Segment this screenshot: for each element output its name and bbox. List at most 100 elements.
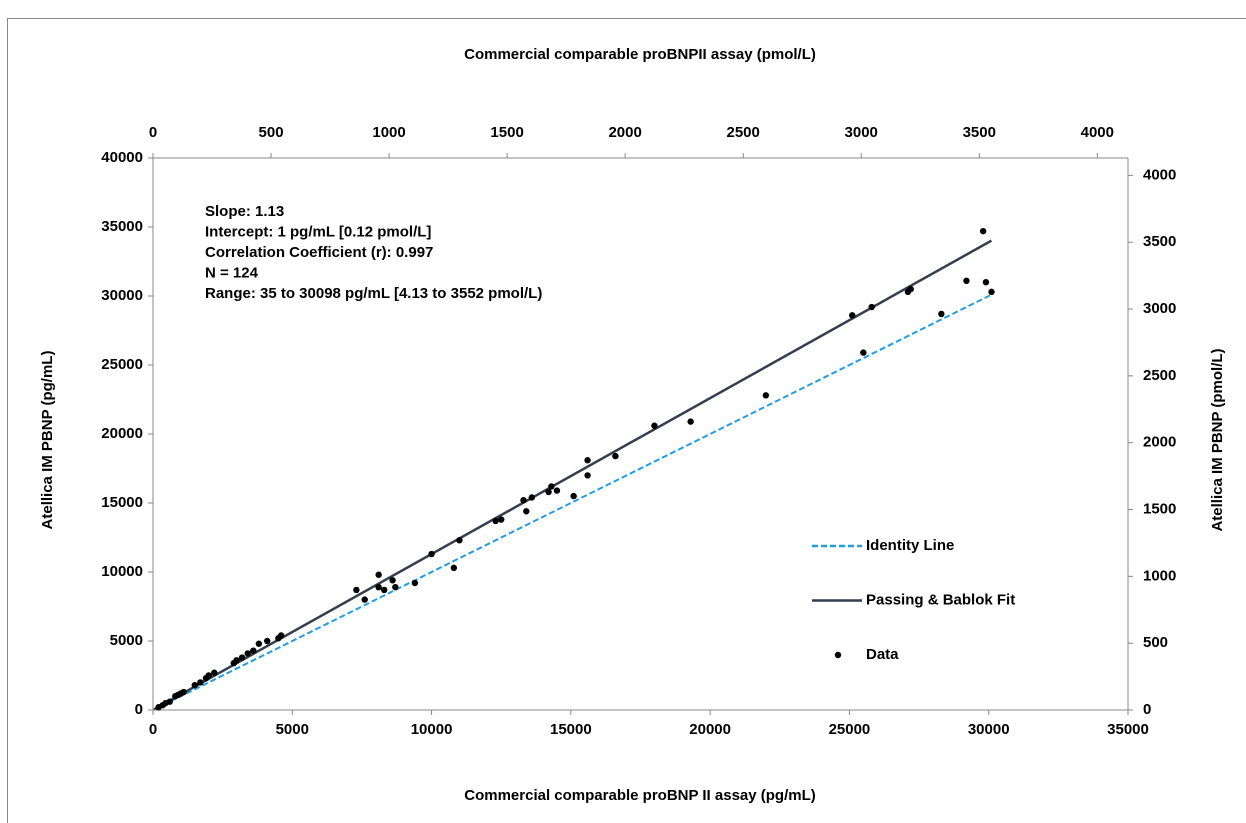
y2-tick-label: 4000 — [1143, 166, 1176, 183]
y2-tick-label: 1500 — [1143, 500, 1176, 517]
data-point — [233, 657, 240, 664]
annotation: Intercept: 1 pg/mL [0.12 pmol/L] — [205, 223, 431, 240]
data-point — [523, 508, 530, 515]
x-tick-label: 15000 — [550, 721, 592, 738]
x2-tick-label: 2500 — [727, 124, 760, 141]
data-point — [982, 279, 990, 286]
data-point — [938, 310, 945, 318]
y2-tick-label: 2500 — [1143, 367, 1176, 384]
data-point — [205, 672, 212, 679]
data-point — [651, 422, 658, 429]
data-point — [375, 571, 382, 578]
data-point — [375, 583, 382, 591]
data-point — [979, 227, 987, 235]
annotation: N = 124 — [205, 264, 259, 281]
legend-swatch — [834, 651, 842, 659]
data-point — [612, 452, 619, 460]
frame — [7, 18, 1246, 823]
data-point — [456, 537, 463, 544]
data-point — [255, 640, 263, 647]
data-point — [762, 392, 770, 399]
y-tick-label: 0 — [135, 701, 143, 718]
y-tick-label: 40000 — [101, 149, 143, 166]
y-tick-label: 15000 — [101, 494, 143, 511]
data-point — [553, 487, 561, 494]
data-point — [860, 349, 867, 356]
data-point — [191, 681, 198, 689]
series-line — [153, 293, 992, 711]
x2-tick-label: 2000 — [608, 124, 641, 141]
data-point — [687, 418, 694, 425]
x2-tick-label: 3500 — [963, 124, 996, 141]
x2-tick-label: 0 — [149, 124, 157, 141]
data-point — [381, 586, 388, 594]
data-point — [244, 650, 251, 657]
data-point — [963, 277, 970, 285]
y-tick-label: 20000 — [101, 425, 143, 442]
x-tick-label: 25000 — [829, 721, 871, 738]
x-axis-label: Commercial comparable proBNP II assay (p… — [464, 787, 816, 804]
y-tick-label: 10000 — [101, 563, 143, 580]
data-point — [277, 632, 285, 639]
data-point — [180, 688, 187, 696]
data-point — [868, 303, 875, 311]
data-point — [570, 492, 577, 500]
data-point — [389, 577, 396, 584]
series-line — [153, 239, 993, 711]
data-point — [545, 488, 552, 496]
x-tick-label: 10000 — [411, 721, 453, 738]
x2-tick-label: 500 — [259, 124, 284, 141]
data-point — [166, 698, 173, 705]
y2-tick-label: 2000 — [1143, 434, 1176, 451]
data-point — [548, 483, 555, 490]
annotation: Range: 35 to 30098 pg/mL [4.13 to 3552 p… — [205, 285, 542, 302]
x2-axis-label: Commercial comparable proBNPII assay (pm… — [464, 46, 816, 63]
data-point — [492, 517, 499, 525]
x2-tick-label: 3000 — [845, 124, 878, 141]
data-point — [584, 472, 591, 479]
x-tick-label: 0 — [149, 721, 157, 738]
data-point — [250, 647, 257, 654]
legend-label: Data — [866, 646, 899, 663]
y-tick-label: 25000 — [101, 356, 143, 373]
data-point — [520, 497, 527, 504]
data-point — [264, 637, 271, 645]
data-point — [849, 312, 856, 319]
y2-tick-label: 3000 — [1143, 300, 1176, 317]
x-tick-label: 20000 — [689, 721, 731, 738]
data-point — [392, 583, 399, 591]
x2-tick-label: 1500 — [490, 124, 523, 141]
data-point — [907, 285, 914, 293]
y-tick-label: 30000 — [101, 287, 143, 304]
y2-tick-label: 3500 — [1143, 233, 1176, 250]
y-tick-label: 5000 — [110, 632, 143, 649]
data-point — [584, 457, 591, 464]
y-axis-label: Atellica IM PBNP (pg/mL) — [39, 351, 56, 530]
y2-axis-label: Atellica IM PBNP (pmol/L) — [1209, 348, 1226, 531]
x-tick-label: 30000 — [968, 721, 1010, 738]
data-point — [211, 669, 218, 676]
legend-label: Passing & Bablok Fit — [866, 591, 1015, 608]
annotation: Correlation Coefficient (r): 0.997 — [205, 244, 433, 261]
x-tick-label: 35000 — [1107, 721, 1149, 738]
data-point — [361, 596, 368, 603]
data-point — [197, 679, 204, 686]
data-point — [353, 586, 360, 594]
y2-tick-label: 1000 — [1143, 567, 1176, 584]
y2-tick-label: 500 — [1143, 634, 1168, 651]
x-tick-label: 5000 — [276, 721, 309, 738]
data-point — [411, 579, 419, 587]
annotation: Slope: 1.13 — [205, 203, 284, 220]
legend-label: Identity Line — [866, 537, 954, 554]
data-point — [428, 550, 435, 558]
y-tick-label: 35000 — [101, 218, 143, 235]
data-point — [988, 288, 995, 296]
x2-tick-label: 4000 — [1081, 124, 1114, 141]
data-point — [238, 654, 246, 661]
data-point — [528, 494, 536, 501]
data-point — [450, 564, 458, 572]
y2-tick-label: 0 — [1143, 701, 1151, 718]
x2-tick-label: 1000 — [372, 124, 405, 141]
data-point — [498, 516, 505, 523]
